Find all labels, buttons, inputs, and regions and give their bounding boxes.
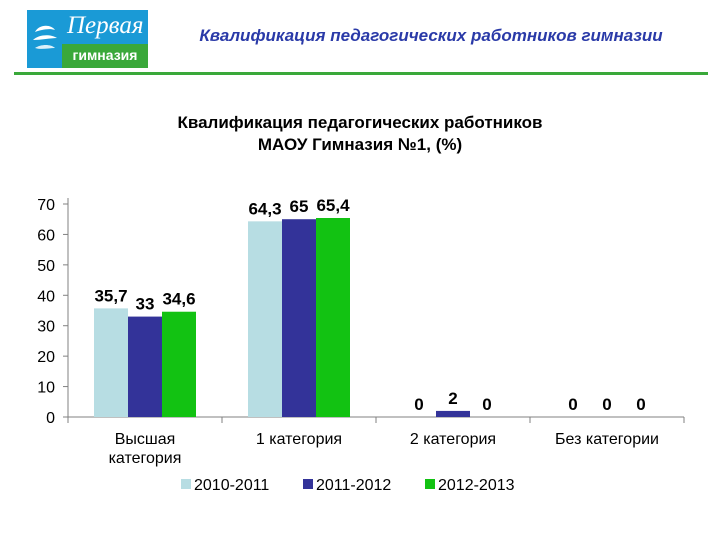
y-tick-label: 40	[37, 288, 55, 305]
legend-label: 2012-2013	[438, 477, 515, 494]
legend-swatch	[181, 479, 191, 489]
gymnasium-logo: Первая гимназия	[27, 10, 148, 68]
x-category-label: категория	[109, 450, 182, 467]
y-tick-label: 70	[37, 197, 55, 214]
y-tick-label: 60	[37, 227, 55, 244]
header-divider	[14, 72, 708, 75]
data-label: 34,6	[162, 290, 195, 309]
bar	[282, 219, 316, 417]
bar	[316, 217, 350, 417]
data-label: 0	[602, 395, 611, 414]
legend-label: 2011-2012	[316, 477, 391, 494]
hands-icon	[33, 25, 57, 49]
x-category-label: Без категории	[555, 431, 659, 448]
data-label: 0	[482, 395, 491, 414]
x-category-label: 1 категория	[256, 431, 342, 448]
y-tick-label: 10	[37, 380, 55, 397]
bar	[94, 308, 128, 417]
bar	[436, 410, 470, 417]
bar	[162, 311, 196, 417]
x-category-label: 2 категория	[410, 431, 496, 448]
logo-word-first: Первая	[67, 12, 144, 39]
data-label: 0	[636, 395, 645, 414]
y-tick-label: 50	[37, 258, 55, 275]
legend-label: 2010-2011	[194, 477, 269, 494]
bar	[248, 221, 282, 417]
slide-header: Первая гимназия Квалификация педагогичес…	[0, 0, 720, 78]
legend-swatch	[425, 479, 435, 489]
chart-title: Квалификация педагогических работников М…	[60, 112, 660, 156]
data-label: 0	[568, 395, 577, 414]
chart-title-line-1: Квалификация педагогических работников	[177, 113, 543, 132]
x-category-label: Высшая	[115, 431, 176, 448]
data-label: 65	[290, 197, 309, 216]
legend-swatch	[303, 479, 313, 489]
chart-title-line-2: МАОУ Гимназия №1, (%)	[257, 135, 463, 154]
bar	[128, 316, 162, 417]
y-tick-label: 20	[37, 349, 55, 366]
logo-word-gymnasium: гимназия	[72, 47, 138, 63]
page-title: Квалификация педагогических работников г…	[199, 26, 663, 45]
data-label: 2	[448, 389, 457, 408]
y-tick-label: 30	[37, 319, 55, 336]
data-label: 0	[414, 395, 423, 414]
data-label: 64,3	[248, 199, 281, 218]
data-label: 65,4	[316, 196, 350, 215]
y-tick-label: 0	[46, 410, 55, 427]
data-label: 35,7	[94, 286, 127, 305]
data-label: 33	[136, 295, 155, 314]
